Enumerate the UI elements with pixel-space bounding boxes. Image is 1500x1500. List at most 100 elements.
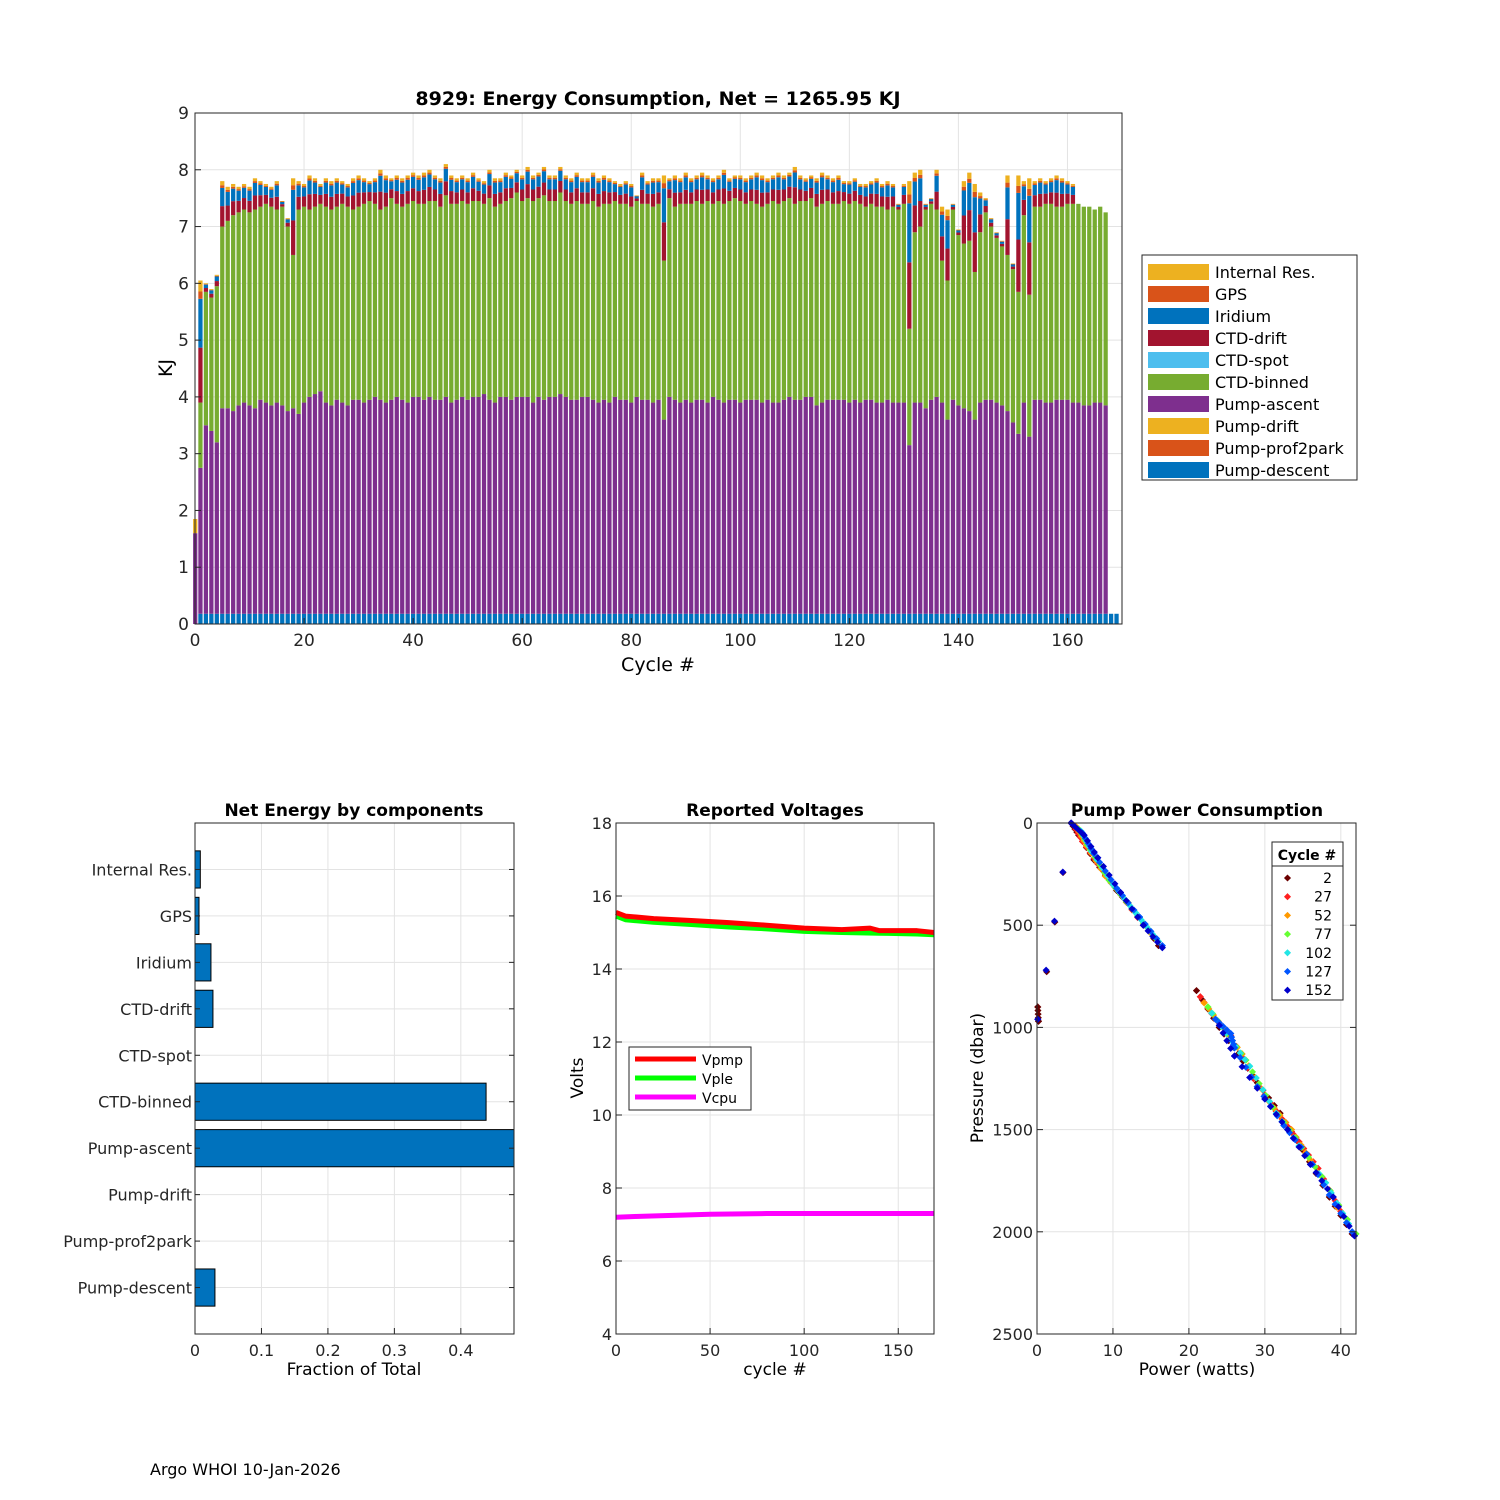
bar-internal-res [879,183,885,187]
bar-internal-res [1048,178,1054,181]
net-energy-x-tick-label: 0.1 [249,1341,274,1360]
bar-internal-res [852,178,857,181]
bar-gps [590,175,596,177]
legend-label: Pump-prof2park [1215,439,1345,458]
bar-pump-ascent [296,413,301,614]
bar-ctd-drift [727,190,732,202]
bar-iridium [989,219,994,223]
bar-internal-res [689,178,694,181]
bar-pump-descent [1087,613,1092,624]
voltages-x-tick-label: 150 [883,1341,914,1360]
bar-iridium [214,276,219,282]
bar-pump-ascent [231,411,236,614]
bar-iridium [225,191,230,206]
bar-ctd-binned [470,201,476,397]
bar-internal-res [470,172,476,176]
bar-pump-ascent [1065,399,1070,614]
bar-ctd-drift [732,187,737,199]
bar-ctd-drift [852,190,857,202]
bar-pump-descent [710,613,716,624]
bar-pump-ascent [716,399,721,614]
bar-pump-ascent [814,405,819,614]
bar-ctd-binned [978,232,983,403]
bar-internal-res [869,181,874,184]
bar-pump-ascent [852,399,857,614]
bar-pump-ascent [465,399,470,614]
bar-ctd-binned [967,240,972,412]
bar-pump-ascent [912,402,917,614]
bar-iridium [901,186,907,195]
energy-x-tick-label: 160 [1051,631,1083,651]
bar-gps [1021,184,1026,187]
bar-ctd-binned [334,206,339,400]
bar-gps [672,178,677,181]
bar-iridium [547,179,552,190]
bar-gps [225,189,230,192]
voltages-y-tick-label: 6 [602,1252,612,1271]
bar-pump-ascent [907,445,912,614]
bar-gps [269,188,274,190]
net-energy-category-label: GPS [160,907,192,926]
bar-ctd-drift [918,201,923,227]
bar-pump-descent [563,613,568,624]
bar-iridium [198,298,203,348]
bar-pump-ascent [340,402,345,614]
bar-ctd-binned [378,209,383,400]
legend-swatch [1148,462,1209,478]
bar-pump-descent [449,613,454,624]
bar-pump-ascent [1027,436,1032,614]
bar-pump-ascent [405,402,410,614]
bar-pump-ascent [530,402,536,614]
bar-pump-ascent [520,396,525,614]
bar-iridium [356,180,361,193]
voltages-chart: 0 50 100 150 4 6 8 10 12 14 16 18 Reported Voltages… [568,801,935,1380]
bar-internal-res [547,175,552,178]
bar-pump-descent [536,613,541,624]
bar-ctd-drift [596,193,601,207]
bar-iridium [694,179,699,190]
net-energy-category-label: CTD-binned [98,1093,192,1112]
bar-iridium [405,179,410,192]
bar-ctd-drift [421,189,427,204]
net-energy-x-tick-label: 0.4 [448,1341,473,1360]
bar-pump-descent [672,613,677,624]
net-energy-category-label: CTD-drift [120,1000,192,1019]
bar-ctd-binned [438,206,443,400]
bar-pump-ascent [220,408,225,614]
bar-ctd-drift [454,192,459,204]
bar-ctd-binned [1016,291,1021,434]
energy-chart: 0 20 40 60 80 100 120 140 160 0 1 2 3 4 5 6 7 8 9 8929: En… [155,88,1358,676]
bar-ctd-drift [759,192,765,207]
bar-pump-descent [792,613,797,624]
bar-pump-ascent [672,399,677,614]
bar-internal-res [738,175,743,178]
bar-iridium [438,182,443,194]
bar-pump-descent [514,613,519,624]
bar-internal-res [520,175,525,178]
bar-pump-ascent [558,394,563,614]
bar-internal-res [989,218,994,219]
bar-iridium [836,179,841,192]
energy-y-tick-label: 3 [178,445,189,465]
bar-ctd-binned [836,203,841,400]
bar-ctd-drift [879,196,885,207]
bar-iridium [340,184,345,194]
bar-pump-descent [400,613,405,624]
bar-internal-res [258,181,263,184]
bar-ctd-drift [678,192,683,204]
bar-iridium [307,180,312,195]
bar-pump-ascent [574,399,579,614]
bar-iridium [460,179,465,190]
bar-pump-ascent [203,425,209,614]
bar-gps [863,186,868,188]
footer-credit: Argo WHOI 10-Jan-2026 [150,1460,341,1479]
bar-pump-ascent [978,402,983,614]
bar-internal-res [809,175,814,178]
bar-iridium [432,179,438,190]
bar-gps [552,177,558,180]
bar-pump-ascent [1081,405,1086,614]
bar-iridium [252,182,258,196]
voltages-x-tick-label: 50 [700,1341,720,1360]
net-energy-category-label: Iridium [136,953,192,972]
bar-pump-ascent [1076,402,1081,614]
